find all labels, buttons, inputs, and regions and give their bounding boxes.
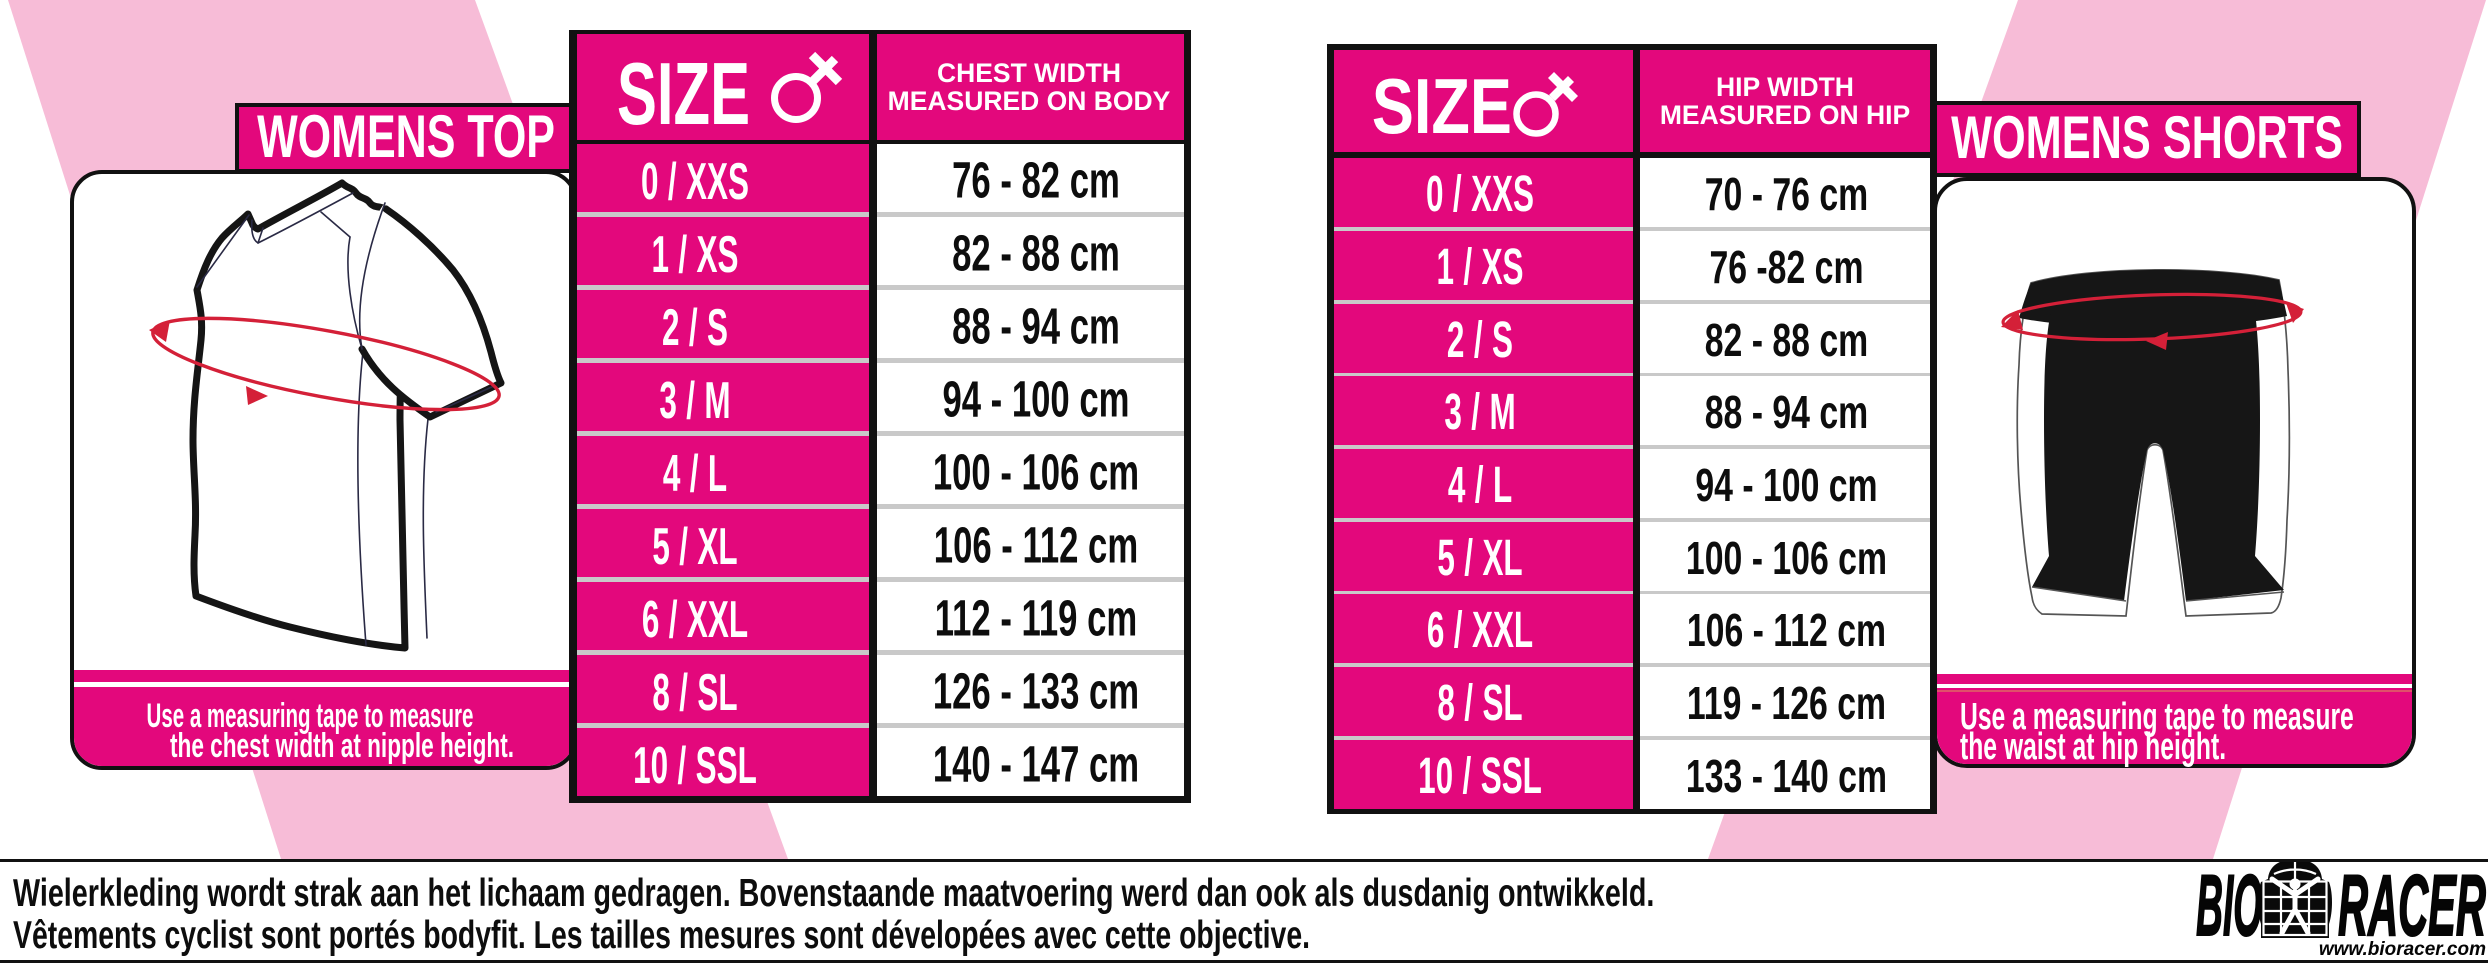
svg-text:8/SL: 8/SL: [652, 664, 737, 722]
svg-text:5/XL: 5/XL: [1437, 529, 1522, 586]
svg-text:6/XXL: 6/XXL: [642, 591, 748, 649]
svg-text:100 - 106 cm: 100 - 106 cm: [933, 445, 1139, 501]
svg-text:the chest width at nipple heig: the chest width at nipple height.: [170, 728, 514, 766]
svg-text:1/XS: 1/XS: [1436, 238, 1523, 295]
svg-text:WOMENS TOP: WOMENS TOP: [257, 104, 555, 171]
svg-text:88 - 94 cm: 88 - 94 cm: [952, 299, 1120, 355]
svg-text:82 - 88 cm: 82 - 88 cm: [1705, 314, 1868, 366]
svg-text:88 - 94 cm: 88 - 94 cm: [1705, 386, 1868, 438]
svg-text:MEASURED ON HIP: MEASURED ON HIP: [1660, 100, 1910, 130]
svg-text:119 - 126 cm: 119 - 126 cm: [1687, 677, 1886, 729]
svg-text:0/XXS: 0/XXS: [641, 153, 749, 211]
svg-text:4/L: 4/L: [1448, 456, 1512, 513]
svg-text:3/M: 3/M: [659, 372, 730, 430]
svg-text:Use a measuring tape to measur: Use a measuring tape to measure: [1960, 695, 2354, 738]
svg-text:3/M: 3/M: [1444, 383, 1515, 440]
svg-text:MEASURED ON BODY: MEASURED ON BODY: [888, 86, 1171, 116]
svg-text:70 - 76 cm: 70 - 76 cm: [1705, 168, 1868, 220]
svg-text:SIZE: SIZE: [617, 44, 750, 142]
svg-text:0/XXS: 0/XXS: [1426, 165, 1534, 222]
svg-text:106 - 112 cm: 106 - 112 cm: [1687, 604, 1886, 656]
svg-text:5/XL: 5/XL: [652, 518, 737, 576]
svg-text:76 -82 cm: 76 -82 cm: [1709, 241, 1863, 293]
svg-text:the waist at hip height.: the waist at hip height.: [1960, 725, 2226, 768]
svg-text:100 - 106 cm: 100 - 106 cm: [1686, 532, 1887, 584]
svg-text:10/SSL: 10/SSL: [1418, 747, 1542, 804]
svg-text:82 - 88 cm: 82 - 88 cm: [952, 226, 1120, 282]
svg-text:10/SSL: 10/SSL: [633, 737, 757, 795]
svg-text:2/S: 2/S: [662, 299, 728, 357]
svg-text:106 - 112 cm: 106 - 112 cm: [934, 518, 1138, 574]
svg-text:RACER: RACER: [2338, 859, 2486, 954]
svg-text:HIP WIDTH: HIP WIDTH: [1716, 72, 1854, 102]
svg-text:Use a measuring tape to measur: Use a measuring tape to measure: [147, 697, 474, 735]
svg-text:140 - 147 cm: 140 - 147 cm: [933, 737, 1139, 793]
svg-text:CHEST WIDTH: CHEST WIDTH: [937, 58, 1121, 88]
svg-text:2/S: 2/S: [1447, 311, 1513, 368]
svg-text:94 - 100 cm: 94 - 100 cm: [1695, 459, 1877, 511]
svg-text:4/L: 4/L: [663, 445, 727, 503]
svg-text:94 - 100 cm: 94 - 100 cm: [942, 372, 1129, 428]
svg-text:126 - 133 cm: 126 - 133 cm: [933, 664, 1139, 720]
svg-text:8/SL: 8/SL: [1437, 674, 1522, 731]
svg-text:1/XS: 1/XS: [652, 226, 739, 284]
svg-text:SIZE: SIZE: [1372, 64, 1512, 151]
svg-text:WOMENS SHORTS: WOMENS SHORTS: [1951, 105, 2343, 172]
svg-text:Wielerkleding wordt strak aan: Wielerkleding wordt strak aan het lichaa…: [13, 872, 1654, 915]
svg-text:76 - 82 cm: 76 - 82 cm: [952, 153, 1120, 209]
svg-text:6/XXL: 6/XXL: [1427, 601, 1533, 658]
svg-text:Vêtements cyclist sont portés: Vêtements cyclist sont portés bodyfit. L…: [13, 914, 1310, 957]
svg-text:133 - 140 cm: 133 - 140 cm: [1686, 750, 1887, 802]
svg-text:112 - 119 cm: 112 - 119 cm: [935, 591, 1137, 647]
svg-text:BIO: BIO: [2196, 858, 2262, 954]
svg-text:www.bioracer.com: www.bioracer.com: [2319, 939, 2486, 960]
